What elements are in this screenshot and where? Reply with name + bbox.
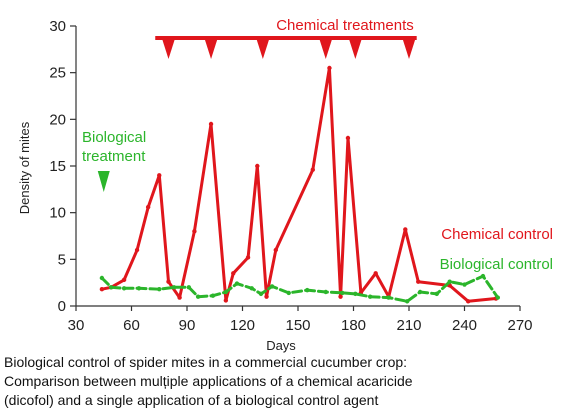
data-point-biological-control	[258, 291, 264, 297]
x-tick-label: 270	[507, 317, 532, 334]
x-axis-ticks: 30 60 90 120 150 180 210 240 270	[68, 306, 533, 334]
chart-series	[99, 65, 500, 304]
biological-treatment-label: treatment	[82, 148, 146, 165]
caption-line: Biological control of spider mites in a …	[4, 354, 408, 370]
data-point-biological-control	[434, 291, 439, 297]
x-tick-label: 30	[68, 317, 85, 334]
data-point-biological-control	[340, 290, 345, 296]
data-point-chemical-control	[208, 121, 214, 127]
chemical-treatment-marker	[204, 37, 219, 59]
data-point-chemical-control	[166, 279, 171, 284]
biological-treatment-marker	[97, 171, 110, 192]
data-point-biological-control	[108, 285, 114, 290]
data-point-biological-control	[157, 287, 162, 292]
data-point-biological-control	[323, 289, 328, 295]
data-point-chemical-control	[231, 271, 236, 276]
data-point-biological-control	[186, 285, 192, 290]
data-point-biological-control	[353, 291, 358, 297]
y-tick-label: 25	[49, 65, 66, 82]
y-axis-label: Density of mites	[17, 121, 32, 214]
data-point-biological-control	[223, 289, 229, 295]
data-point-chemical-control	[145, 204, 151, 210]
data-point-biological-control	[447, 279, 452, 284]
data-point-biological-control	[210, 293, 216, 298]
caption-line: Comparison between mulțiple applications…	[4, 373, 413, 389]
y-tick-label: 15	[49, 158, 66, 175]
data-point-biological-control	[249, 286, 254, 291]
chemical-treatment-marker	[348, 37, 363, 59]
data-point-biological-control	[480, 273, 486, 279]
chart: 0 5 10 15 20 25 30 30 60 90 120 150 180 210 240 270 Ch…	[17, 17, 553, 353]
legend-chemical-control: Chemical control	[441, 226, 553, 243]
data-point-chemical-control	[192, 229, 197, 234]
y-tick-label: 20	[49, 111, 66, 128]
data-point-chemical-control	[416, 279, 421, 284]
data-point-chemical-control	[223, 298, 229, 303]
caption-line: (dicofol) and a single application of a …	[4, 392, 379, 408]
data-point-chemical-control	[345, 135, 351, 141]
data-point-biological-control	[417, 289, 423, 295]
data-point-biological-control	[386, 295, 391, 300]
data-point-biological-control	[462, 282, 467, 287]
data-point-chemical-control	[134, 247, 140, 253]
data-point-chemical-control	[255, 163, 260, 169]
x-tick-label: 150	[285, 317, 310, 334]
data-point-chemical-control	[121, 277, 127, 283]
data-point-biological-control	[234, 281, 240, 286]
series-line-biological-control	[100, 274, 500, 303]
data-point-biological-control	[305, 287, 310, 293]
data-point-biological-control	[171, 285, 177, 290]
data-point-chemical-control	[245, 255, 251, 260]
chemical-treatment-marker	[255, 37, 270, 59]
chart-annotations: Chemical treatments Biological treatment	[82, 17, 417, 192]
x-tick-label: 90	[179, 317, 196, 334]
data-point-chemical-control	[310, 167, 315, 172]
data-point-biological-control	[136, 286, 142, 291]
x-tick-label: 60	[123, 317, 140, 334]
data-point-chemical-control	[327, 65, 332, 71]
data-point-chemical-control	[273, 247, 278, 253]
data-point-biological-control	[404, 299, 410, 304]
data-point-chemical-control	[403, 227, 408, 232]
legend-biological-control: Biological control	[440, 256, 553, 273]
x-tick-label: 120	[230, 317, 255, 334]
data-point-chemical-control	[177, 295, 182, 300]
data-point-biological-control	[495, 295, 500, 300]
data-point-chemical-control	[373, 271, 378, 276]
y-tick-label: 10	[49, 205, 66, 222]
y-tick-label: 30	[49, 18, 66, 35]
data-point-biological-control	[195, 294, 201, 299]
series-line-chemical-control	[100, 66, 498, 303]
data-point-chemical-control	[466, 299, 471, 304]
biological-treatment-label: Biological	[82, 129, 146, 146]
data-point-chemical-control	[338, 294, 343, 299]
y-tick-label: 0	[58, 298, 66, 315]
chemical-treatment-marker	[161, 37, 176, 59]
x-tick-label: 210	[396, 317, 421, 334]
x-tick-label: 240	[452, 317, 477, 334]
data-point-biological-control	[99, 275, 105, 281]
y-tick-label: 5	[58, 251, 66, 268]
data-point-chemical-control	[157, 173, 162, 178]
x-axis-label: Days	[266, 338, 296, 353]
chemical-treatment-marker	[318, 37, 333, 59]
data-point-biological-control	[269, 284, 275, 289]
chemical-treatment-marker	[402, 37, 416, 59]
data-point-biological-control	[121, 286, 127, 291]
x-tick-label: 180	[341, 317, 366, 334]
chemical-treatments-label: Chemical treatments	[276, 17, 414, 34]
y-axis-ticks: 0 5 10 15 20 25 30	[49, 18, 76, 315]
data-point-chemical-control	[99, 287, 105, 292]
data-point-biological-control	[367, 294, 373, 299]
figure-caption: Biological control of spider mites in a …	[4, 353, 564, 410]
data-point-chemical-control	[264, 294, 269, 299]
data-point-biological-control	[286, 290, 291, 296]
